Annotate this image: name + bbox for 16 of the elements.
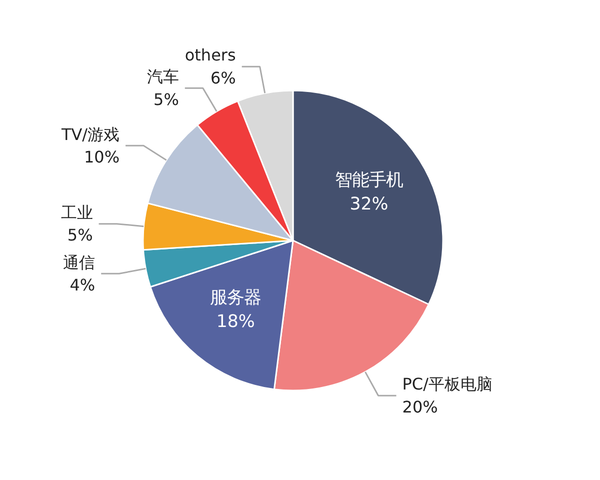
data-label: 5% — [154, 90, 179, 110]
slice-label: 智能手机 — [334, 170, 403, 190]
slice-label: others — [184, 46, 236, 65]
data-label: 10% — [84, 148, 120, 167]
slice-label: 通信 — [63, 252, 96, 272]
data-label: 18% — [216, 312, 255, 332]
slice-label: 汽车 — [146, 67, 179, 86]
data-label: 20% — [402, 398, 438, 417]
data-label: 5% — [67, 226, 93, 245]
data-label: 32% — [350, 194, 388, 214]
data-label: 4% — [70, 276, 96, 295]
slice-label: PC/平板电脑 — [402, 374, 492, 394]
data-label: 6% — [210, 68, 236, 88]
slice-label: 工业 — [60, 202, 93, 222]
slice-label: 服务器 — [210, 288, 262, 308]
slice-label: TV/游戏 — [60, 124, 120, 144]
